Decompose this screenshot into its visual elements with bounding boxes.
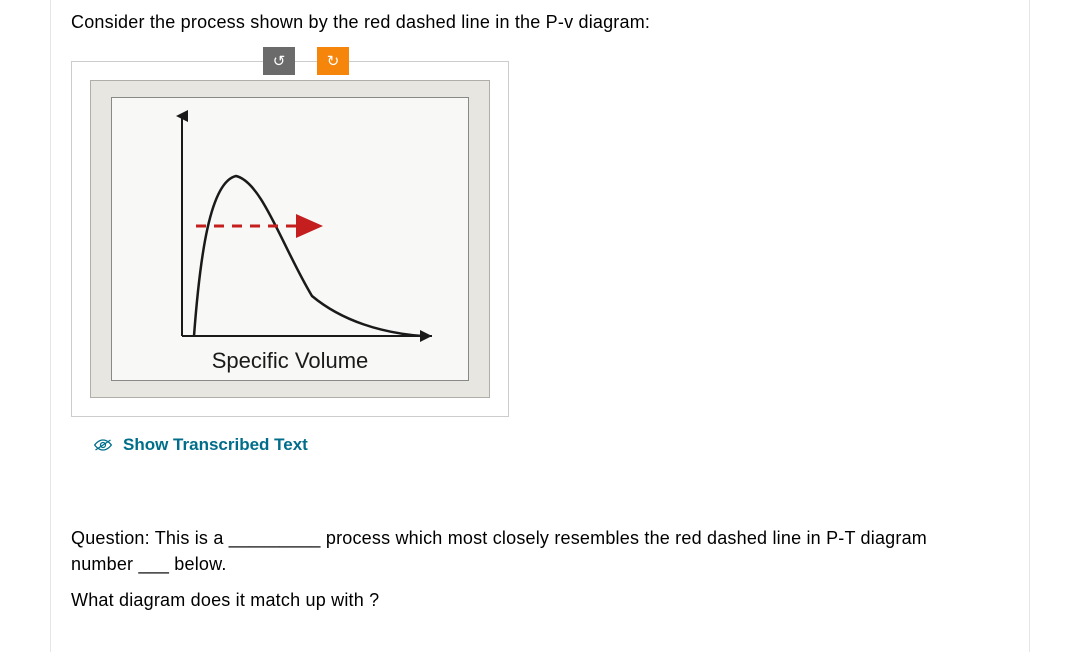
q-l1-prefix: Question: This is a (71, 528, 229, 548)
x-axis-label: Specific Volume (212, 348, 369, 374)
rotate-left-icon: ↺ (273, 52, 286, 70)
rotate-buttons-group: ↺ ↻ (263, 47, 349, 75)
diagram-frame: Pressure (71, 61, 509, 417)
show-transcribed-link[interactable]: Show Transcribed Text (93, 435, 1009, 455)
rotate-right-icon: ↻ (327, 52, 340, 70)
q-l1-blank: _________ (229, 528, 321, 548)
q-l1-suffix: process which most closely resembles the… (321, 528, 927, 548)
pv-chart-svg (152, 106, 462, 356)
question-line-1-2: Question: This is a _________ process wh… (71, 525, 1009, 577)
rotate-right-button[interactable]: ↻ (317, 47, 349, 75)
q-l2-prefix: number (71, 554, 138, 574)
diagram-inner: Pressure (90, 80, 490, 398)
diagram-wrapper: ↺ ↻ Pressure (71, 61, 509, 417)
show-transcribed-label: Show Transcribed Text (123, 435, 308, 455)
saturation-curve (194, 176, 422, 336)
eye-icon (93, 438, 113, 452)
q-l2-blank: ___ (138, 554, 169, 574)
diagram-plot-area: Specific Volume (111, 97, 469, 381)
q-l2-suffix: below. (169, 554, 226, 574)
content-container: Consider the process shown by the red da… (50, 0, 1030, 652)
intro-text: Consider the process shown by the red da… (71, 12, 1009, 33)
rotate-left-button[interactable]: ↺ (263, 47, 295, 75)
question-block: Question: This is a _________ process wh… (71, 525, 1009, 613)
question-line-3: What diagram does it match up with ? (71, 587, 1009, 613)
